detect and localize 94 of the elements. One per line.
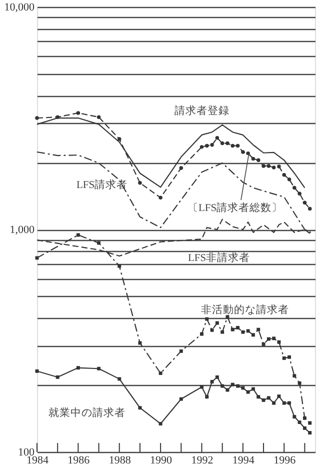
point [76,233,80,237]
point [35,116,39,120]
x-tick-label: 1984 [26,454,49,466]
point [179,349,183,353]
point [308,206,312,211]
point [205,144,209,148]
point [262,342,266,346]
point [251,387,255,391]
point [298,192,302,196]
point [226,141,230,146]
point [272,166,276,170]
series-label: 請求者登録 [174,104,230,117]
point [215,375,219,379]
point [138,406,142,410]
point [262,398,266,402]
point [226,315,230,319]
point [118,137,122,141]
series-label: 〔LFS請求者総数〕 [187,201,283,214]
point [292,415,296,418]
series-label: 就業中の請求者 [48,406,126,419]
point [96,115,101,119]
x-tick-label: 1992 [191,454,214,466]
point [277,164,281,168]
point [230,328,234,332]
point [298,381,302,385]
y-tick-label: 1,000 [10,224,35,236]
point [302,426,306,430]
point [292,374,296,378]
point [241,150,245,154]
point [200,332,204,336]
x-tick-label: 1990 [150,454,173,466]
point [298,420,302,424]
point [138,181,142,185]
point [200,145,204,149]
x-tick-label: 1986 [68,454,90,466]
point [288,355,291,359]
point [76,366,80,370]
point [251,333,255,337]
point [226,388,230,392]
point [236,144,240,148]
point [210,143,214,147]
point [282,173,286,177]
point [220,330,224,334]
point [302,416,306,420]
point [302,200,307,205]
point [266,164,271,168]
point [200,385,204,389]
point [179,166,184,170]
point [118,377,122,381]
point [256,328,260,332]
point [158,422,162,426]
point [76,111,80,115]
point [277,394,281,398]
point [97,366,101,370]
point [210,380,214,384]
point [158,371,162,375]
series-label: LFS請求者 [76,178,128,191]
point [308,431,312,435]
y-tick-label: 10,000 [4,2,35,14]
x-tick-label: 1994 [232,454,255,466]
point [241,330,245,334]
point [256,158,260,162]
point [230,382,234,386]
point [246,329,250,333]
point [288,401,291,405]
point [272,401,276,405]
point [277,340,281,344]
point [158,196,162,200]
point [236,326,240,330]
series-label: LFS非請求者 [188,251,250,264]
point [266,396,270,400]
point [256,395,260,399]
point [282,401,286,405]
point [246,390,250,394]
x-tick-label: 1996 [274,454,296,466]
point [287,178,292,182]
point [272,336,276,340]
point [292,186,296,190]
point [241,386,245,390]
point [282,356,286,360]
point [179,397,183,401]
point [230,144,234,148]
point [215,136,220,140]
point [56,115,60,119]
point [210,328,214,332]
point [118,264,122,268]
point [97,241,101,245]
point [262,164,266,168]
series-label: 非活動的な請求者 [201,303,289,316]
x-tick-label: 1988 [108,454,132,466]
point [220,141,224,146]
point [56,375,60,379]
point [205,395,209,399]
point [251,156,256,161]
